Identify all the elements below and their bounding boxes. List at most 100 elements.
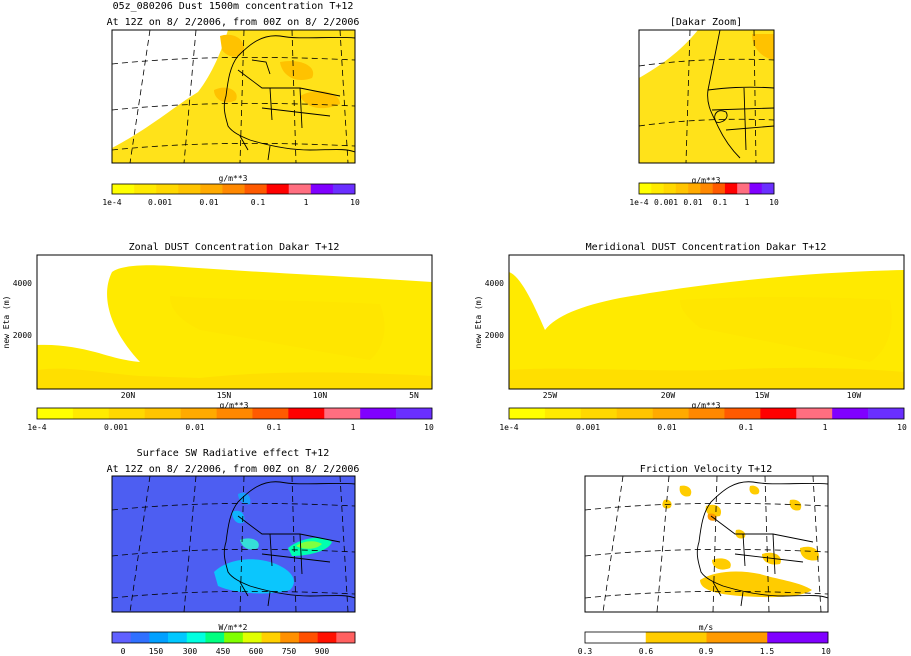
meridional-unit: g/m**3 — [692, 401, 721, 410]
colorbar-swatch — [168, 632, 188, 643]
sw-subtitle: At 12Z on 8/ 2/2006, from 00Z on 8/ 2/20… — [107, 464, 360, 475]
sw-effect-band-4 — [232, 510, 245, 524]
colorbar-swatch — [242, 632, 262, 643]
colorbar-swatch — [652, 408, 689, 419]
zonal-xtick: 10N — [313, 391, 328, 400]
colorbar-swatch — [796, 408, 833, 419]
zonal-cbar-tick: 0.001 — [104, 423, 128, 432]
meridional-xtick: 15W — [755, 391, 770, 400]
meridional-ytick: 4000 — [485, 279, 504, 288]
colorbar-swatch — [37, 408, 74, 419]
fv-map — [585, 476, 828, 612]
colorbar-swatch — [130, 632, 150, 643]
main-dust-hot-2 — [280, 60, 314, 81]
colorbar-swatch — [645, 632, 707, 643]
sw-effect-band-5 — [238, 492, 251, 505]
zonal-ytick: 2000 — [13, 331, 32, 340]
sw-effect-band-6 — [240, 538, 259, 550]
colorbar-swatch — [112, 632, 131, 643]
colorbar-swatch — [544, 408, 582, 419]
colorbar-swatch — [360, 408, 397, 419]
dakar-cbar-tick: 0.1 — [713, 198, 728, 207]
colorbar-swatch — [224, 632, 244, 643]
colorbar-swatch — [688, 408, 725, 419]
colorbar-swatch — [252, 408, 289, 419]
dakar-unit: g/m**3 — [692, 176, 721, 185]
meridional-cbar-tick: 1 — [823, 423, 828, 432]
zonal-dust-inner — [37, 368, 432, 389]
colorbar-swatch — [112, 184, 135, 194]
zonal-plot — [37, 255, 432, 389]
meridional-cbar-tick: 0.01 — [657, 423, 676, 432]
colorbar-swatch — [832, 408, 869, 419]
sw-colorbar — [111, 631, 356, 644]
zonal-cbar-tick: 1 — [351, 423, 356, 432]
colorbar-swatch — [310, 184, 334, 194]
meridional-cbar-tick: 1e-4 — [499, 423, 518, 432]
meridional-xticks: 25W 20W 15W 10W — [543, 391, 862, 400]
colorbar-swatch — [72, 408, 110, 419]
meridional-cbar-tick: 10 — [897, 423, 907, 432]
meridional-xtick: 25W — [543, 391, 558, 400]
colorbar-swatch — [200, 184, 223, 194]
dakar-cbar-tick: 10 — [769, 198, 779, 207]
colorbar-swatch — [266, 184, 290, 194]
main-cbar-tick: 0.001 — [148, 198, 172, 207]
colorbar-swatch — [868, 408, 905, 419]
colorbar-swatch — [149, 632, 169, 643]
dakar-dust-field — [639, 30, 774, 163]
meridional-xtick: 10W — [847, 391, 862, 400]
fv-cbar-tick: 0.9 — [699, 647, 714, 656]
fv-cbar-tick: 10 — [821, 647, 831, 656]
sw-effect-band-1 — [214, 559, 294, 594]
colorbar-swatch — [509, 408, 546, 419]
main-subtitle: At 12Z on 8/ 2/2006, from 00Z on 8/ 2/20… — [107, 17, 360, 28]
meridional-colorbar — [508, 407, 905, 420]
colorbar-swatch — [317, 632, 337, 643]
zonal-xtick: 15N — [217, 391, 232, 400]
zonal-cbar-tick: 10 — [424, 423, 434, 432]
meridional-dust-inner — [509, 367, 904, 389]
colorbar-swatch — [585, 632, 647, 643]
colorbar-swatch — [298, 632, 318, 643]
zonal-dust-mid — [170, 296, 385, 360]
colorbar-swatch — [205, 632, 225, 643]
colorbar-swatch — [216, 408, 253, 419]
dakar-cbar-tick: 1e-4 — [629, 198, 648, 207]
dakar-colorbar — [638, 182, 775, 195]
colorbar-swatch — [639, 183, 652, 194]
main-cbar-tick: 1 — [304, 198, 309, 207]
colorbar-swatch — [688, 183, 701, 194]
main-map — [112, 30, 355, 163]
colorbar-swatch — [737, 183, 750, 194]
sw-cbar-tick: 750 — [282, 647, 297, 656]
dakar-dust-hot — [752, 34, 774, 60]
sw-cbar-tick: 300 — [183, 647, 198, 656]
dakar-cbar-tick: 0.01 — [683, 198, 702, 207]
sw-graticule — [112, 476, 355, 612]
meridional-ylabel: new Eta (m) — [474, 296, 483, 349]
main-dust-hot-1 — [220, 34, 245, 57]
colorbar-swatch — [767, 632, 829, 643]
colorbar-swatch — [749, 183, 763, 194]
sw-map — [112, 476, 355, 612]
meridional-cbar-tick: 0.1 — [739, 423, 754, 432]
main-dust-hot-4 — [214, 87, 237, 103]
main-cbar-tick: 0.01 — [199, 198, 218, 207]
zonal-xtick: 5N — [409, 391, 419, 400]
colorbar-swatch — [616, 408, 653, 419]
dakar-map — [639, 30, 774, 163]
colorbar-swatch — [675, 183, 689, 194]
sw-coastlines — [223, 481, 355, 607]
zonal-xticks: 20N 15N 10N 5N — [121, 391, 419, 400]
main-colorbar-ticks: 1e-4 0.001 0.01 0.1 1 10 — [102, 198, 360, 207]
colorbar-swatch — [724, 183, 738, 194]
sw-effect-band-3 — [296, 541, 322, 549]
colorbar-frame — [508, 407, 905, 420]
sw-cbar-tick: 0 — [121, 647, 126, 656]
fv-cbar-tick: 0.6 — [639, 647, 654, 656]
dakar-colorbar-ticks: 1e-4 0.001 0.01 0.1 1 10 — [629, 198, 779, 207]
meridional-xtick: 20W — [661, 391, 676, 400]
main-cbar-tick: 0.1 — [251, 198, 266, 207]
